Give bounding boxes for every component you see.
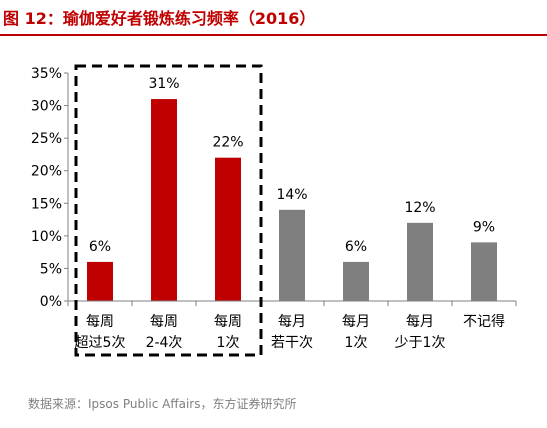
highlight-group bbox=[74, 64, 263, 357]
source-note: 数据来源：Ipsos Public Affairs，东方证券研究所 bbox=[28, 397, 297, 411]
x-category-label-line: 1次 bbox=[345, 335, 368, 351]
x-category-label-line: 若干次 bbox=[271, 335, 313, 351]
bars-group bbox=[87, 99, 497, 301]
bar bbox=[215, 157, 241, 301]
x-category-label: 不记得 bbox=[463, 313, 505, 330]
y-tick-label: 15% bbox=[31, 196, 62, 212]
x-category-label-line: 每月 bbox=[278, 314, 306, 330]
x-category-label: 每月 1次 bbox=[342, 314, 370, 351]
bar-value-label: 22% bbox=[212, 135, 243, 151]
x-category-label-line: 每周 bbox=[214, 314, 242, 330]
bar-value-label: 14% bbox=[276, 187, 307, 203]
bar bbox=[471, 242, 497, 301]
y-tick-label: 10% bbox=[31, 229, 62, 245]
y-tick-label: 30% bbox=[31, 99, 62, 115]
x-category-label: 每月若干次 bbox=[271, 314, 313, 351]
x-category-label: 每周 1次 bbox=[214, 314, 242, 351]
x-category-label-line: 少于1次 bbox=[395, 335, 446, 351]
y-tick-label: 5% bbox=[40, 261, 62, 277]
bar-value-label: 9% bbox=[473, 219, 495, 235]
value-labels-group: 6% 31% 22% 14% 6% 12% 9% bbox=[89, 76, 495, 255]
x-category-label-line: 每周 bbox=[150, 314, 178, 330]
bar-value-label: 6% bbox=[89, 239, 111, 255]
bar bbox=[407, 222, 433, 301]
figure-title: 图 12：瑜伽爱好者锻炼练习频率（2016） bbox=[3, 9, 316, 28]
y-tick-label: 0% bbox=[40, 294, 62, 310]
y-axis: 0% 5% 10% 15% 20% 25% 30% 35% bbox=[31, 66, 69, 310]
x-category-label-line: 超过5次 bbox=[75, 335, 126, 351]
x-category-label-line: 每月 bbox=[406, 314, 434, 330]
bar bbox=[151, 99, 177, 301]
x-category-label: 每周 2-4次 bbox=[146, 314, 183, 351]
x-axis bbox=[67, 300, 517, 306]
y-tick-label: 35% bbox=[31, 66, 62, 82]
x-category-label: 每月少于1次 bbox=[395, 314, 446, 351]
x-category-label-line: 1次 bbox=[217, 335, 240, 351]
highlight-box bbox=[74, 64, 263, 357]
title-underline bbox=[0, 34, 547, 36]
bar bbox=[279, 209, 305, 301]
bar-value-label: 12% bbox=[404, 200, 435, 216]
bar-value-label: 31% bbox=[148, 76, 179, 92]
x-category-label: 每周超过5次 bbox=[75, 314, 126, 351]
x-category-label-line: 2-4次 bbox=[146, 335, 183, 351]
bar bbox=[343, 261, 369, 301]
x-category-label-line: 不记得 bbox=[463, 313, 505, 330]
bar-value-label: 6% bbox=[345, 239, 367, 255]
bar bbox=[87, 261, 113, 301]
y-tick-label: 20% bbox=[31, 164, 62, 180]
x-category-label-line: 每月 bbox=[342, 314, 370, 330]
x-category-label-line: 每周 bbox=[86, 314, 114, 330]
y-tick-label: 25% bbox=[31, 131, 62, 147]
